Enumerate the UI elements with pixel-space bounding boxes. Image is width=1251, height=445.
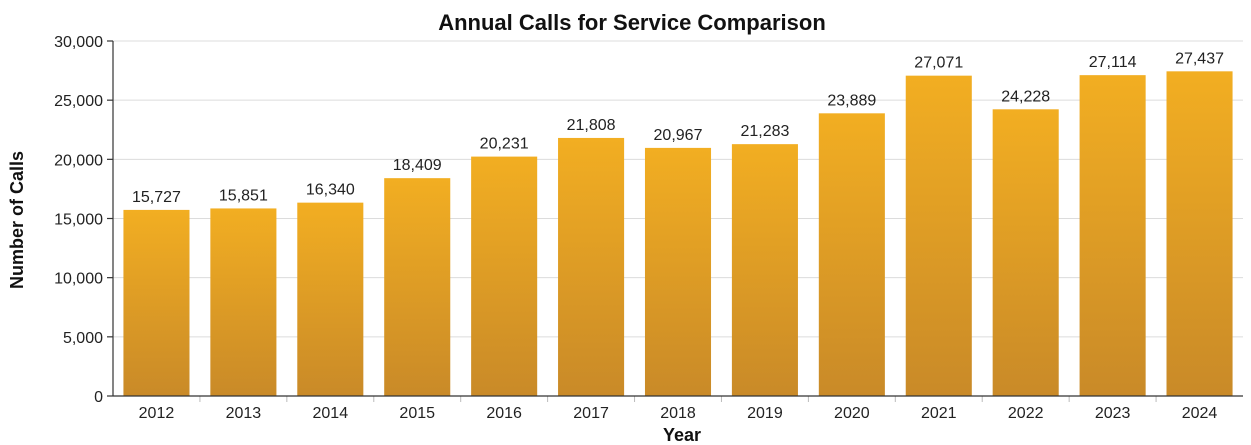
x-tick-label-2013: 2013 [226,405,262,422]
x-tick-label-2018: 2018 [660,405,696,422]
x-tick-label-2014: 2014 [313,405,349,422]
y-axis-title: Number of Calls [7,151,27,289]
bar-2019 [731,144,798,396]
x-tick-label-2023: 2023 [1095,405,1131,422]
bar-2024 [1166,71,1233,397]
bars [123,71,1233,397]
y-tick-label: 20,000 [54,152,103,169]
x-tick-label-2021: 2021 [921,405,957,422]
data-label-2024: 27,437 [1175,50,1224,67]
x-axis-title: Year [663,425,701,445]
data-label-2022: 24,228 [1001,88,1050,105]
bar-2014 [297,202,364,396]
bar-2017 [558,137,625,396]
data-label-2017: 21,808 [567,117,616,134]
data-label-2012: 15,727 [132,189,181,206]
y-tick-label: 30,000 [54,34,103,51]
bar-2020 [818,113,885,396]
bar-2012 [123,209,190,396]
data-label-2019: 21,283 [740,123,789,140]
x-tick-label-2012: 2012 [139,405,175,422]
data-label-2013: 15,851 [219,187,268,204]
bar-2021 [905,75,972,396]
chart-title: Annual Calls for Service Comparison [438,10,826,35]
data-label-2014: 16,340 [306,182,355,199]
y-tick-label: 5,000 [63,330,103,347]
x-tick-label-2024: 2024 [1182,405,1218,422]
y-tick-label: 0 [94,389,103,406]
bar-2015 [384,178,451,396]
x-tick-label-2022: 2022 [1008,405,1044,422]
x-tick-label-2019: 2019 [747,405,783,422]
x-tick-label-2015: 2015 [399,405,435,422]
x-tick-label-2016: 2016 [486,405,522,422]
x-tick-label-2020: 2020 [834,405,870,422]
x-tick-label-2017: 2017 [573,405,609,422]
bar-2023 [1079,75,1146,396]
bar-2016 [471,156,538,396]
bar-2013 [210,208,277,396]
y-tick-label: 10,000 [54,271,103,288]
data-label-2023: 27,114 [1089,54,1137,71]
x-axis-ticks: 2012 2013 2014 2015 2016 2017 2018 2019 2020 2021… [139,396,1218,422]
y-axis-ticks: 0 5,000 10,000 15,000 20,000 25,000 30,000 [54,34,113,406]
data-label-2016: 20,231 [480,136,529,153]
bar-2018 [644,147,712,396]
data-label-2020: 23,889 [827,92,876,109]
data-labels: 15,727 15,851 16,340 18,409 20,231 21,808 20,9… [132,50,1224,206]
y-tick-label: 25,000 [54,93,103,110]
y-tick-label: 15,000 [54,212,103,229]
data-label-2015: 18,409 [393,157,442,174]
data-label-2021: 27,071 [914,55,963,72]
data-label-2018: 20,967 [654,127,703,144]
bar-2022 [992,109,1059,396]
